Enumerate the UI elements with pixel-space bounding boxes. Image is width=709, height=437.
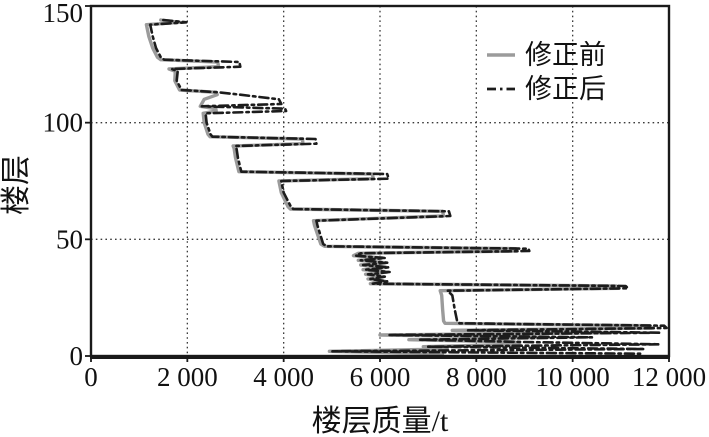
dash-dot-line-icon bbox=[487, 87, 515, 91]
x-tick-label: 2 000 bbox=[157, 362, 218, 392]
x-axis-title: 楼层质量/t bbox=[311, 405, 449, 437]
series-line-after-correction bbox=[148, 18, 668, 355]
y-axis-title: 楼层 bbox=[0, 155, 33, 215]
legend-label: 修正后 bbox=[525, 74, 606, 104]
x-tick-label: 12 000 bbox=[632, 362, 706, 392]
x-tick-label: 10 000 bbox=[536, 362, 610, 392]
x-tick-label: 8 000 bbox=[446, 362, 507, 392]
y-tick-label: 150 bbox=[43, 0, 84, 28]
x-tick-label: 0 bbox=[84, 362, 98, 392]
y-tick-label: 50 bbox=[56, 224, 83, 254]
y-tick-label: 0 bbox=[70, 341, 84, 371]
legend: 修正前 修正后 bbox=[486, 40, 606, 104]
x-tick-label: 6 000 bbox=[350, 362, 411, 392]
y-tick-label: 100 bbox=[43, 108, 84, 138]
solid-line-icon bbox=[487, 53, 515, 57]
plot-border bbox=[89, 4, 671, 358]
legend-item-before-correction: 修正前 bbox=[486, 40, 606, 70]
x-tick-label: 4 000 bbox=[253, 362, 314, 392]
legend-item-after-correction: 修正后 bbox=[486, 74, 606, 104]
legend-label: 修正前 bbox=[525, 40, 606, 70]
